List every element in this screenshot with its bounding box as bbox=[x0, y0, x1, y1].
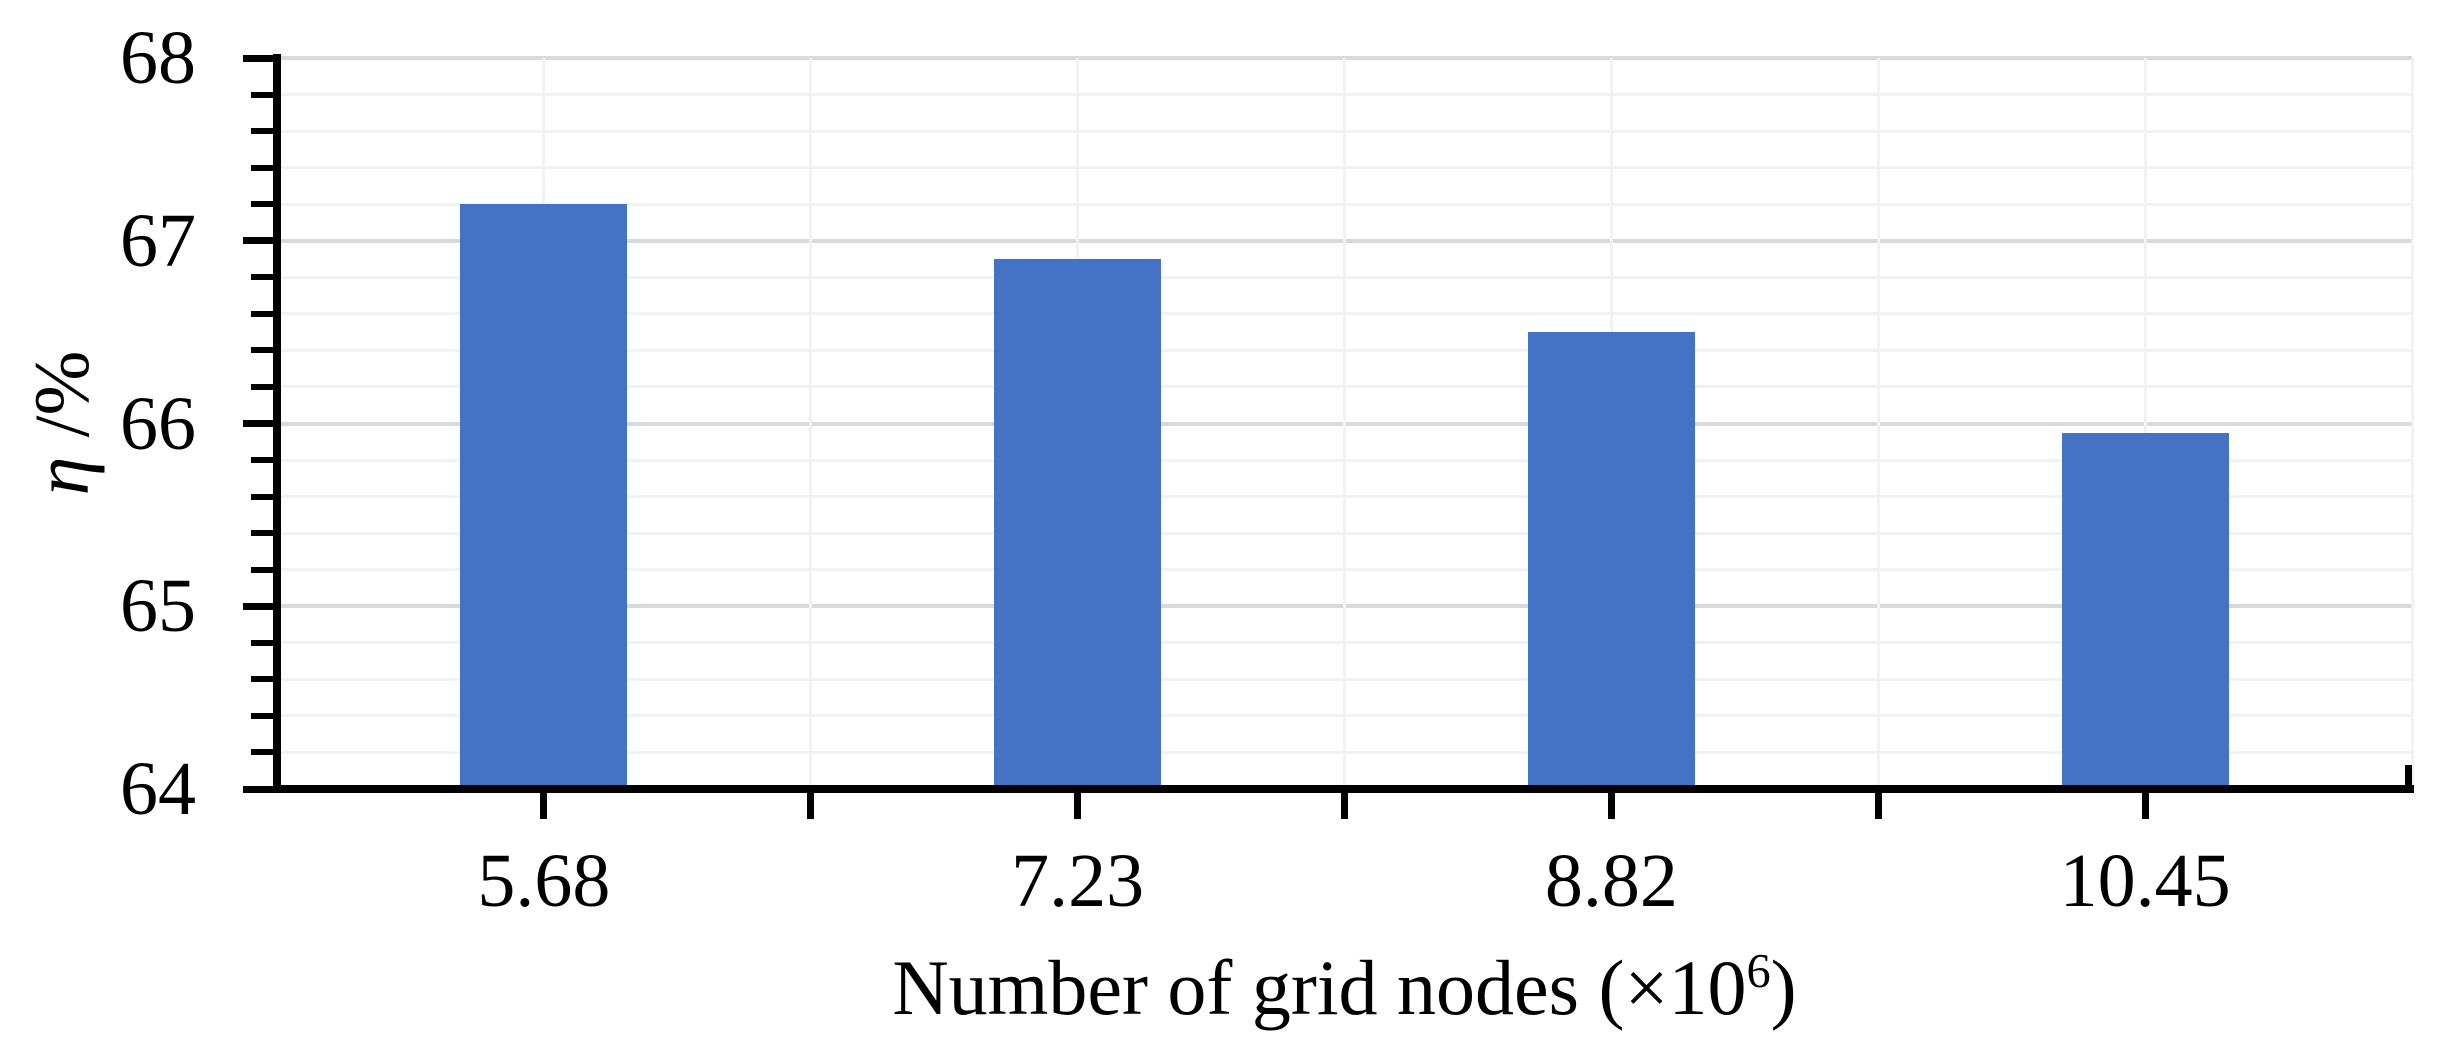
y-axis-title-symbol: η bbox=[18, 456, 105, 496]
x-axis-title-superscript: 6 bbox=[1746, 945, 1771, 998]
y-minor-tick bbox=[251, 274, 277, 281]
bar bbox=[994, 259, 1162, 789]
x-tick bbox=[1874, 793, 1882, 819]
y-minor-tick bbox=[251, 201, 277, 208]
y-minor-tick bbox=[251, 91, 277, 98]
y-minor-tick bbox=[251, 128, 277, 135]
gridline-vertical bbox=[1343, 58, 1346, 789]
bar bbox=[2061, 432, 2229, 789]
x-tick bbox=[1607, 793, 1615, 819]
x-tick bbox=[1074, 793, 1082, 819]
y-minor-tick bbox=[251, 712, 277, 719]
y-major-tick bbox=[243, 54, 277, 62]
y-major-tick bbox=[243, 420, 277, 427]
y-tick-label: 66 bbox=[120, 381, 196, 466]
y-minor-tick bbox=[251, 749, 277, 756]
y-major-tick bbox=[243, 237, 277, 245]
x-axis-title-close-paren: ) bbox=[1770, 944, 1797, 1031]
y-minor-tick bbox=[251, 457, 277, 464]
x-axis-line bbox=[273, 785, 2414, 793]
gridline-vertical bbox=[1876, 58, 1880, 789]
y-tick-label: 68 bbox=[120, 16, 196, 100]
y-tick-label: 65 bbox=[120, 564, 196, 649]
x-axis-end-tick bbox=[2405, 765, 2412, 789]
bar bbox=[460, 204, 628, 789]
x-tick bbox=[1341, 793, 1348, 819]
y-tick-label: 64 bbox=[120, 747, 196, 831]
y-axis-title: η /% bbox=[18, 351, 105, 496]
x-axis-title-text: Number of grid nodes (×10 bbox=[892, 944, 1747, 1031]
x-tick bbox=[2141, 793, 2149, 819]
gridline-vertical bbox=[2410, 58, 2414, 789]
y-tick-label: 67 bbox=[120, 198, 196, 283]
y-minor-tick bbox=[251, 164, 277, 171]
y-minor-tick bbox=[251, 676, 277, 683]
y-major-tick bbox=[243, 602, 277, 610]
x-tick-label: 7.23 bbox=[1011, 839, 1145, 923]
y-axis-title-unit: /% bbox=[18, 350, 105, 457]
x-tick-label: 5.68 bbox=[477, 839, 611, 923]
y-minor-tick bbox=[251, 493, 277, 500]
y-minor-tick bbox=[251, 566, 277, 573]
y-minor-tick bbox=[251, 639, 277, 646]
y-minor-tick bbox=[251, 347, 277, 354]
bar bbox=[1527, 332, 1695, 789]
y-minor-tick bbox=[251, 310, 277, 317]
x-tick bbox=[540, 793, 548, 819]
x-tick-label: 10.45 bbox=[2059, 839, 2231, 923]
gridline-vertical bbox=[2143, 58, 2147, 789]
x-axis-title: Number of grid nodes (×106) bbox=[277, 945, 2412, 1031]
y-major-tick bbox=[243, 785, 277, 793]
y-axis-line bbox=[273, 54, 281, 793]
x-tick-label: 8.82 bbox=[1544, 839, 1678, 923]
y-minor-tick bbox=[251, 383, 277, 390]
y-minor-tick bbox=[251, 530, 277, 537]
gridline-vertical bbox=[809, 58, 813, 789]
x-tick bbox=[807, 793, 815, 819]
